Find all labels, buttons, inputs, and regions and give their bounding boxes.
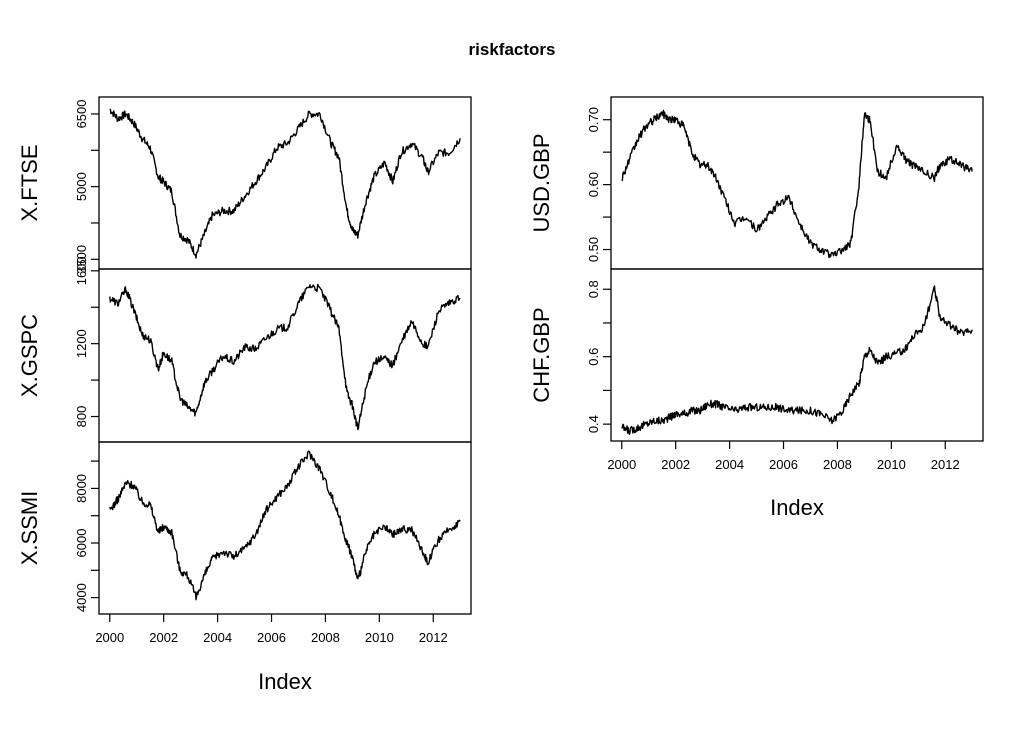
y-tick-label-ssmi: 4000 xyxy=(74,583,89,612)
x-tick-label-ssmi: 2004 xyxy=(203,630,232,645)
x-tick-label-chfgbp: 2012 xyxy=(931,457,960,472)
x-tick-label-chfgbp: 2010 xyxy=(877,457,906,472)
y-tick-label-gspc: 800 xyxy=(74,406,89,428)
y-tick-label-chfgbp: 0.4 xyxy=(586,415,601,433)
series-line-usdgbp xyxy=(621,109,973,259)
y-axis-label-ssmi: X.SSMI xyxy=(17,491,42,566)
x-tick-label-ssmi: 2002 xyxy=(149,630,178,645)
plot-frame-chfgbp xyxy=(610,268,984,442)
series-line-chfgbp xyxy=(621,285,973,435)
y-axis-label-chfgbp: CHF.GBP xyxy=(529,307,554,402)
y-tick-label-ssmi: 6000 xyxy=(74,529,89,558)
panels: 3500 5000 6500 X.FTSE 800 1200 1600 X.GSPC 4000 6… xyxy=(17,96,984,645)
y-tick-label-chfgbp: 0.8 xyxy=(586,280,601,298)
x-tick-label-chfgbp: 2006 xyxy=(769,457,798,472)
y-tick-label-chfgbp: 0.6 xyxy=(586,348,601,366)
y-tick-label-ssmi: 8000 xyxy=(74,474,89,503)
panel-gspc: 800 1200 1600 X.GSPC xyxy=(17,256,472,443)
y-tick-label-ftse: 3500 xyxy=(74,245,89,274)
plot-frame-ftse xyxy=(98,96,472,270)
x-tick-label-ssmi: 2010 xyxy=(365,630,394,645)
panel-usdgbp: 0.50 0.60 0.70 USD.GBP xyxy=(529,96,984,270)
y-tick-label-usdgbp: 0.50 xyxy=(586,237,601,262)
x-tick-label-chfgbp: 2008 xyxy=(823,457,852,472)
panel-chfgbp: 0.4 0.6 0.8 CHF.GBP 2000 2002 2004 2006 2008 2010… xyxy=(529,268,984,472)
x-tick-label-chfgbp: 2004 xyxy=(715,457,744,472)
series-line-gspc xyxy=(109,283,461,431)
x-tick-label-ssmi: 2008 xyxy=(311,630,340,645)
y-axis-label-usdgbp: USD.GBP xyxy=(529,133,554,232)
y-tick-label-gspc: 1600 xyxy=(74,256,89,285)
y-tick-label-ftse: 5000 xyxy=(74,172,89,201)
figure-title: riskfactors xyxy=(469,40,556,59)
series-line-ftse xyxy=(109,108,461,259)
y-axis-label-gspc: X.GSPC xyxy=(17,314,42,397)
x-tick-label-chfgbp: 2002 xyxy=(661,457,690,472)
x-tick-label-ssmi: 2012 xyxy=(419,630,448,645)
y-axis-label-ftse: X.FTSE xyxy=(17,144,42,221)
x-tick-label-ssmi: 2006 xyxy=(257,630,286,645)
series-line-ssmi xyxy=(109,450,461,601)
left-x-axis-label: Index xyxy=(258,669,312,694)
y-tick-label-usdgbp: 0.70 xyxy=(586,107,601,132)
plot-frame-ssmi xyxy=(98,441,472,615)
right-x-axis-label: Index xyxy=(770,495,824,520)
y-tick-label-gspc: 1200 xyxy=(74,329,89,358)
x-tick-label-chfgbp: 2000 xyxy=(607,457,636,472)
y-tick-label-ftse: 6500 xyxy=(74,99,89,128)
x-tick-label-ssmi: 2000 xyxy=(95,630,124,645)
y-tick-label-usdgbp: 0.60 xyxy=(586,172,601,197)
panel-ftse: 3500 5000 6500 X.FTSE xyxy=(17,96,472,274)
panel-ssmi: 4000 6000 8000 X.SSMI 2000 2002 2004 2006 2008 20… xyxy=(17,441,472,645)
plot-frame-usdgbp xyxy=(610,96,984,270)
